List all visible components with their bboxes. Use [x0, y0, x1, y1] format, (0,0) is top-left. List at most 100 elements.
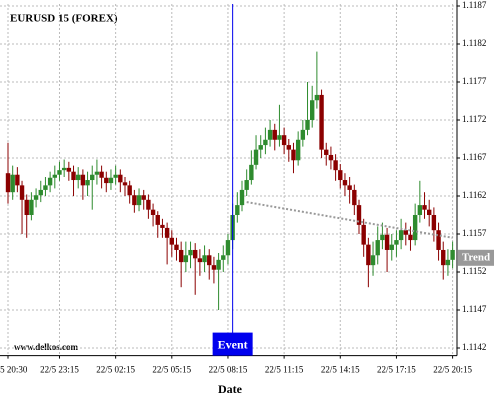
candle-body [47, 177, 53, 186]
candle-body [380, 234, 385, 241]
candle-body [15, 174, 20, 186]
candle-body [169, 237, 174, 245]
y-tick-label: 1.1167 [462, 152, 487, 162]
candle-body [207, 255, 212, 266]
candle-body [370, 255, 376, 266]
candle-body [202, 255, 207, 263]
candle-body [76, 174, 81, 181]
candle-body [366, 244, 371, 266]
candle-body [178, 249, 184, 263]
x-tick-label: 22/5 20:30 [0, 365, 28, 375]
candle-body [300, 129, 306, 140]
candle-body [188, 249, 193, 256]
x-tick-label: 22/5 11:15 [265, 365, 304, 375]
candle-body [29, 199, 34, 215]
candle-body [71, 171, 76, 181]
candle-body [389, 244, 394, 250]
candle-body [398, 230, 404, 241]
candle-body [431, 215, 437, 231]
event-label: Event [218, 337, 248, 351]
candle-body [244, 180, 249, 190]
event-box [212, 332, 253, 356]
candle-body [52, 174, 57, 178]
y-tick-label: 1.1162 [462, 190, 486, 200]
candle-body [417, 205, 423, 215]
candle-body [235, 205, 240, 215]
trend-line [246, 201, 453, 239]
candle-body [263, 139, 268, 146]
candle-body [333, 160, 338, 171]
candle-body [99, 171, 104, 178]
candle-body [324, 149, 329, 155]
candle-body [221, 255, 226, 260]
x-tick-label: 22/5 08:15 [209, 365, 248, 375]
x-tick-label: 22/5 20:15 [433, 365, 472, 375]
candle-body [57, 170, 62, 175]
trend-label-box [458, 249, 494, 266]
y-tick-label: 1.1142 [462, 342, 486, 352]
candle-body [361, 224, 366, 245]
candle-body [291, 149, 296, 161]
candle-body [342, 180, 348, 186]
candle-body [267, 129, 273, 140]
chart-title: EURUSD 15 (FOREX) [10, 13, 118, 25]
candle-body [352, 189, 357, 206]
candle-body [122, 182, 128, 186]
candle-body [19, 185, 25, 200]
candle-body [314, 94, 320, 101]
candle-body [281, 135, 287, 146]
candle-body [239, 189, 245, 206]
x-axis-label: Date [218, 382, 243, 396]
candle-body [258, 145, 263, 150]
candle-body [310, 100, 315, 120]
candle-body [408, 234, 413, 241]
candle-body [216, 259, 221, 270]
candle-body [118, 174, 123, 183]
candle-body [113, 174, 118, 178]
y-tick-label: 1.1187 [462, 0, 487, 10]
candle-body [132, 195, 137, 206]
candle-body [441, 249, 446, 266]
candle-body [33, 195, 39, 200]
candle-body [436, 230, 441, 250]
candle-body [150, 209, 156, 215]
candle-body [450, 249, 455, 260]
candle-body [43, 185, 48, 190]
candle-body [94, 171, 100, 175]
y-tick-label: 1.1182 [462, 38, 486, 48]
candle-body [85, 180, 90, 186]
candle-body [249, 164, 254, 181]
candle-body [319, 94, 324, 150]
candle-body [10, 174, 15, 193]
candle-body [225, 240, 231, 256]
candle-body [5, 173, 11, 193]
candle-body [80, 174, 86, 186]
candle-body [375, 240, 380, 256]
candle-body [277, 135, 282, 140]
watermark: www.delkos.com [14, 342, 79, 352]
candle-body [197, 258, 203, 263]
candle-body [427, 209, 432, 215]
x-tick-label: 22/5 02:15 [96, 365, 135, 375]
x-tick-label: 22/5 23:15 [40, 365, 79, 375]
candle-body [38, 189, 43, 196]
candle-body [61, 167, 67, 171]
x-tick-label: 22/5 17:15 [377, 365, 416, 375]
candle-body [66, 167, 72, 172]
candle-body [160, 224, 165, 228]
candle-body [286, 145, 291, 150]
candle-body [295, 139, 301, 161]
candle-body [384, 234, 390, 250]
candle-body [422, 205, 427, 210]
candle-body [136, 195, 142, 206]
candle-body [211, 265, 217, 270]
y-tick-label: 1.1157 [462, 228, 487, 238]
candle-body [104, 177, 109, 184]
candle-body [356, 205, 362, 225]
candle-body [394, 240, 399, 245]
candle-body [412, 215, 418, 241]
candle-body [328, 154, 334, 161]
y-tick-label: 1.1152 [462, 266, 486, 276]
candle-body [338, 170, 343, 181]
